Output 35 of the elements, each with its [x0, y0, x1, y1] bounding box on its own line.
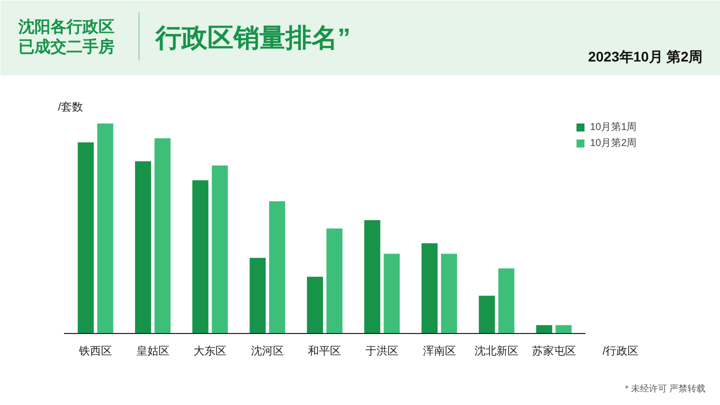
bar — [384, 254, 400, 334]
bar — [478, 296, 495, 334]
bar — [556, 325, 572, 334]
bar — [250, 258, 266, 334]
x-tick-label: 沈河区 — [250, 344, 284, 358]
x-tick-label: 铁西区 — [78, 346, 112, 358]
bar — [326, 228, 342, 334]
x-tick-label: 皇姑区 — [136, 346, 170, 358]
legend-label: 10月第1周 — [590, 121, 637, 134]
bar — [97, 124, 114, 334]
bar — [441, 254, 458, 334]
text: * 未经许可 严禁转载 — [624, 384, 706, 394]
bar — [364, 220, 380, 334]
bar — [192, 180, 208, 334]
text: 沈阳各行政区已成交二手房 — [18, 18, 114, 56]
bar — [306, 276, 323, 334]
bar — [135, 161, 152, 334]
bar — [422, 243, 438, 334]
x-tick-label: 大东区 — [194, 344, 227, 358]
bar — [269, 201, 286, 334]
x-tick-label: 苏家屯区 — [532, 344, 576, 358]
x-tick-label: 沈北新区 — [474, 344, 519, 358]
legend-label: 10月第2周 — [590, 137, 637, 150]
bar — [154, 138, 171, 334]
bar — [536, 325, 552, 334]
bar — [212, 166, 228, 334]
chart-title: 行政区销量排名” — [154, 22, 350, 52]
x-tick-label: 于洪区 — [366, 344, 398, 358]
bar — [498, 268, 514, 334]
y-axis-title: /套数 — [58, 102, 84, 114]
bar — [78, 142, 94, 334]
x-tick-label: 和平区 — [308, 344, 342, 358]
x-tick-label: 浑南区 — [422, 344, 456, 358]
text: 2023年10月 第2周 — [588, 48, 703, 64]
x-axis-title: /行政区 — [602, 346, 639, 358]
